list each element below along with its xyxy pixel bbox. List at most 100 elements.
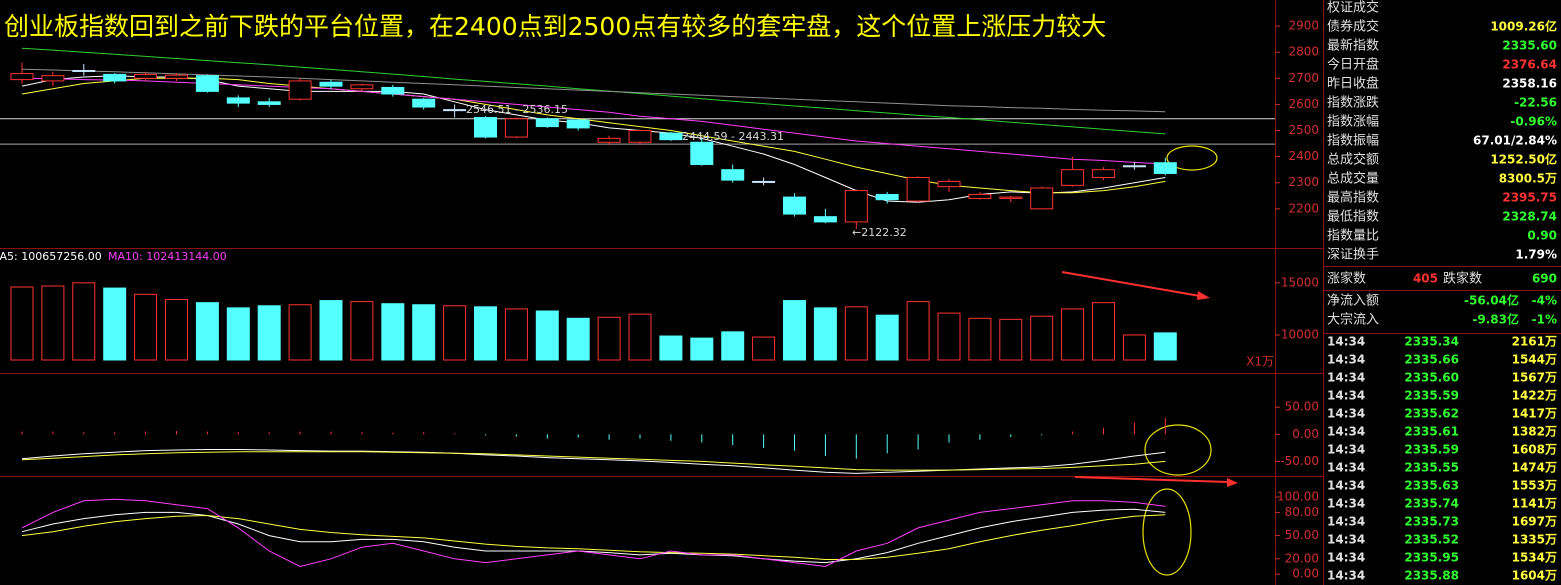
tick-volume: 1567万 (1512, 371, 1557, 385)
volume-bar (72, 282, 96, 361)
candle-body (474, 116, 497, 138)
volume-bar (813, 307, 837, 361)
volume-bar (443, 305, 467, 361)
y-tick-label: 0.00 (1292, 567, 1319, 581)
candle-body (628, 130, 652, 143)
volume-bar (474, 306, 497, 361)
candle-body (1122, 165, 1146, 168)
y-tick-label: 2200 (1288, 201, 1319, 215)
flow-value: -9.83亿 (1472, 312, 1519, 327)
volume-bar (1092, 302, 1115, 361)
candle-body (1153, 162, 1177, 174)
candle-body (319, 81, 343, 87)
tick-time: 14:34 (1327, 533, 1365, 547)
tick-time: 14:34 (1327, 335, 1365, 349)
y-tick-label: 100.00 (1277, 489, 1319, 503)
tick-volume: 1553万 (1512, 479, 1557, 493)
candle-body (195, 75, 219, 92)
candle-body (412, 98, 436, 108)
tick-price: 2335.55 (1404, 461, 1459, 475)
stat-label: 最高指数 (1327, 190, 1379, 206)
candle-body (813, 216, 837, 223)
tick-time: 14:34 (1327, 479, 1365, 493)
tick-time: 14:34 (1327, 371, 1365, 385)
y-tick-label: 20.00 (1285, 551, 1319, 565)
volume-bar (381, 303, 405, 361)
y-tick-label: -50.00 (1280, 454, 1319, 468)
tick-volume: 1141万 (1512, 497, 1557, 511)
stat-value: 0.90 (1527, 229, 1557, 243)
candle-body (968, 193, 992, 199)
stat-value: 2335.60 (1502, 39, 1557, 53)
candle-body (350, 84, 374, 90)
candle-body (659, 132, 683, 141)
tick-volume: 1697万 (1512, 515, 1557, 529)
series-line (21, 508, 1166, 564)
candle-body (103, 73, 127, 82)
volume-bar (257, 305, 281, 361)
stat-value: -22.56 (1514, 96, 1557, 110)
candle-body (1061, 169, 1085, 186)
legend-entry: MA10: 102413144.00 (108, 250, 227, 263)
breadth-label: 涨家数 (1327, 271, 1366, 287)
candle-body (10, 73, 34, 81)
tick-price: 2335.61 (1404, 425, 1459, 439)
volume-bar (597, 316, 621, 361)
stat-value: 2376.64 (1502, 58, 1557, 72)
y-tick-label: 10000 (1281, 327, 1319, 341)
candle-body (504, 118, 528, 138)
tick-volume: 1382万 (1512, 425, 1557, 439)
candle-body (134, 73, 158, 79)
stat-label: 债券成交 (1327, 19, 1379, 35)
candle-body (443, 109, 467, 112)
y-tick-label: 2900 (1288, 19, 1319, 33)
tick-time: 14:34 (1327, 569, 1365, 583)
candle-body (41, 75, 65, 82)
candle-body (1030, 187, 1054, 210)
candle-body (72, 69, 96, 72)
volume-bar (535, 310, 559, 361)
volume-bar (195, 302, 219, 361)
candle-body (690, 141, 714, 165)
annotation-marks (1061, 145, 1238, 576)
tick-price: 2335.74 (1404, 497, 1459, 511)
stat-value: 2328.74 (1502, 210, 1557, 224)
candle-body (783, 196, 806, 215)
volume-bar (875, 314, 899, 361)
breadth-value: 405 (1413, 272, 1438, 286)
tick-time: 14:34 (1327, 389, 1365, 403)
y-tick-label: 2700 (1288, 71, 1319, 85)
stat-value: 67.01/2.84% (1473, 134, 1557, 148)
tick-price: 2335.88 (1404, 569, 1459, 583)
candle-body (597, 137, 621, 143)
breadth-label: 跌家数 (1443, 271, 1482, 287)
y-tick-label: 50.00 (1285, 400, 1319, 414)
flow-pct: -4% (1532, 294, 1557, 308)
tick-time: 14:34 (1327, 551, 1365, 565)
annotation: ←2122.32 (852, 226, 907, 239)
tick-time: 14:34 (1327, 497, 1365, 511)
stat-label: 深证换手 (1327, 248, 1379, 263)
flow-value: -56.04亿 (1464, 293, 1519, 308)
annotation: 2546.51 - 2536.15 (466, 103, 568, 116)
tick-price: 2335.63 (1404, 479, 1459, 493)
tick-volume: 1604万 (1512, 569, 1557, 583)
volume-bar (226, 307, 250, 361)
stat-value: 1009.26亿 (1490, 19, 1557, 34)
breadth-value: 690 (1532, 272, 1557, 286)
tick-price: 2335.34 (1404, 335, 1459, 349)
series-line (21, 68, 1166, 113)
legend-entry: MA5: 100657256.00 (0, 250, 102, 263)
annotation: 2444.59 - 2443.31 (682, 130, 784, 143)
candle-body (875, 193, 899, 201)
tick-volume: 2161万 (1512, 335, 1557, 349)
candle-body (752, 180, 776, 183)
tick-price: 2335.95 (1404, 551, 1459, 565)
volume-bar (1153, 332, 1177, 361)
volume-bar (844, 306, 868, 361)
tick-time: 14:34 (1327, 425, 1365, 439)
stat-label: 指数涨幅 (1327, 115, 1379, 130)
y-tick-label: 2600 (1288, 97, 1319, 111)
volume-bar (103, 287, 127, 361)
stat-label: 最低指数 (1327, 210, 1379, 225)
